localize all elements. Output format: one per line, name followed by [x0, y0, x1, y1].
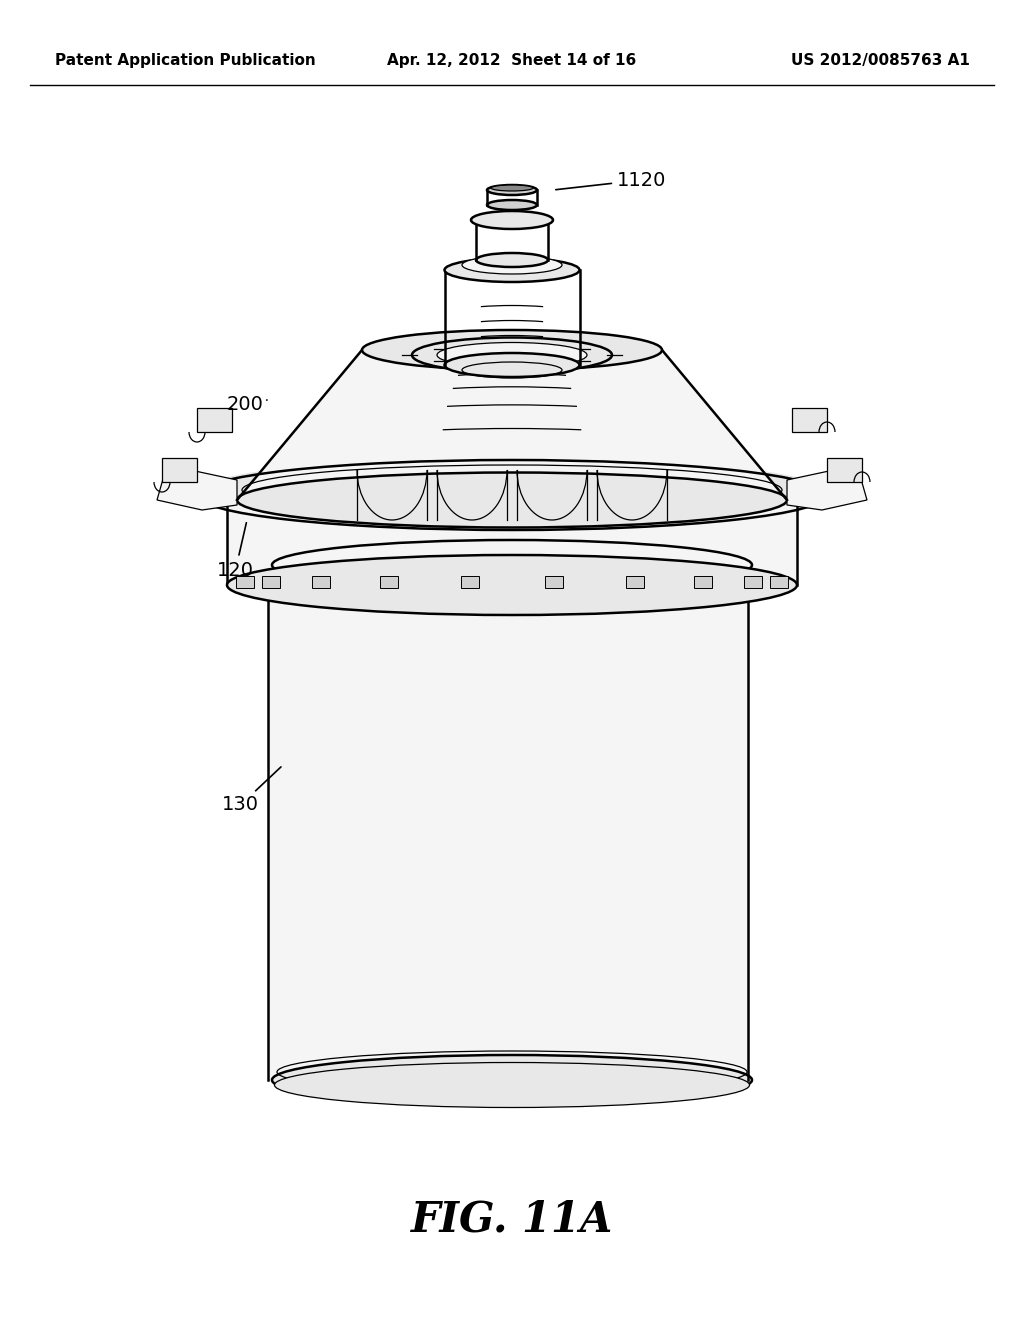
Ellipse shape — [227, 459, 797, 520]
Ellipse shape — [202, 458, 822, 523]
Ellipse shape — [237, 473, 787, 528]
Ellipse shape — [272, 540, 752, 590]
FancyBboxPatch shape — [381, 576, 398, 587]
Polygon shape — [237, 350, 787, 500]
Ellipse shape — [362, 330, 662, 370]
Ellipse shape — [444, 257, 580, 282]
FancyBboxPatch shape — [461, 576, 479, 587]
Polygon shape — [162, 458, 197, 482]
Ellipse shape — [476, 253, 548, 267]
Polygon shape — [268, 565, 748, 1080]
Text: 200: 200 — [227, 396, 267, 414]
Text: Patent Application Publication: Patent Application Publication — [55, 53, 315, 67]
Polygon shape — [787, 465, 867, 510]
Ellipse shape — [487, 185, 537, 195]
FancyBboxPatch shape — [743, 576, 762, 587]
Polygon shape — [227, 490, 797, 585]
Text: 1120: 1120 — [556, 170, 667, 190]
Ellipse shape — [444, 352, 580, 378]
FancyBboxPatch shape — [626, 576, 643, 587]
Text: US 2012/0085763 A1: US 2012/0085763 A1 — [792, 53, 970, 67]
Ellipse shape — [437, 342, 587, 367]
Polygon shape — [792, 408, 827, 432]
Ellipse shape — [471, 211, 553, 228]
Text: FIG. 11A: FIG. 11A — [411, 1199, 613, 1241]
FancyBboxPatch shape — [237, 576, 254, 587]
Polygon shape — [827, 458, 862, 482]
Text: 130: 130 — [222, 767, 281, 814]
Text: Apr. 12, 2012  Sheet 14 of 16: Apr. 12, 2012 Sheet 14 of 16 — [387, 53, 637, 67]
Ellipse shape — [274, 1063, 750, 1107]
FancyBboxPatch shape — [312, 576, 330, 587]
FancyBboxPatch shape — [545, 576, 563, 587]
Ellipse shape — [412, 338, 612, 372]
Ellipse shape — [272, 1055, 752, 1105]
Polygon shape — [197, 408, 232, 432]
Ellipse shape — [227, 554, 797, 615]
Ellipse shape — [462, 256, 562, 275]
FancyBboxPatch shape — [694, 576, 712, 587]
Text: 120: 120 — [217, 523, 254, 579]
FancyBboxPatch shape — [262, 576, 281, 587]
Ellipse shape — [487, 201, 537, 210]
FancyBboxPatch shape — [770, 576, 787, 587]
Polygon shape — [157, 465, 237, 510]
Ellipse shape — [490, 185, 534, 191]
